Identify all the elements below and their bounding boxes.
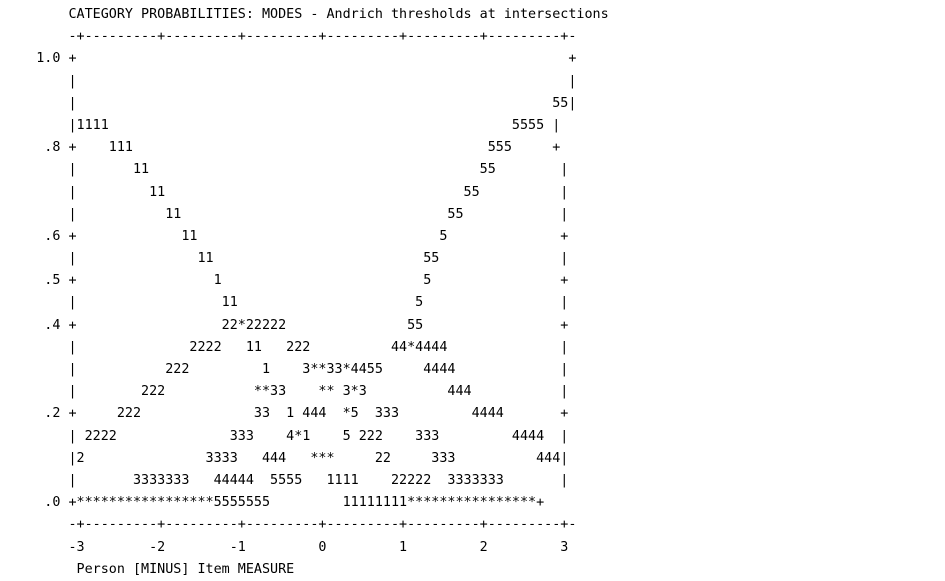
- plot-row: | 222 **33 ** 3*3 444 |: [4, 384, 569, 400]
- chart-title: CATEGORY PROBABILITIES: MODES - Andrich …: [4, 7, 609, 22]
- plot-row: .2 + 222 33 1 444 *5 333 4444 +: [4, 406, 569, 422]
- plot-row: 1.0 + +: [4, 51, 577, 67]
- plot-row: | 2222 333 4*1 5 222 333 4444 |: [4, 428, 569, 444]
- x-tick-labels: -3 -2 -1 0 1 2 3: [4, 539, 569, 555]
- plot-row: .8 + 111 555 +: [4, 140, 561, 156]
- plot-row: | 11 55 |: [4, 251, 569, 267]
- x-axis-rule: -+---------+---------+---------+--------…: [4, 29, 577, 45]
- plot-row: |2 3333 444 *** 22 333 444|: [4, 450, 569, 466]
- plot-row: .0 +*****************5555555 11111111***…: [4, 495, 545, 511]
- plot-row: .6 + 11 5 +: [4, 228, 569, 244]
- plot-row: .4 + 22*22222 55 +: [4, 317, 569, 333]
- plot-row: | 11 5 |: [4, 295, 569, 311]
- plot-row: | |: [4, 73, 577, 89]
- x-axis-rule: -+---------+---------+---------+--------…: [4, 517, 577, 533]
- plot-row: | 55|: [4, 95, 577, 111]
- ascii-plot-text: CATEGORY PROBABILITIES: MODES - Andrich …: [4, 4, 609, 581]
- plot-row: |1111 5555 |: [4, 117, 561, 133]
- category-probability-chart: CATEGORY PROBABILITIES: MODES - Andrich …: [36, 7, 608, 577]
- plot-row: | 222 1 3**33*4455 4444 |: [4, 362, 569, 377]
- plot-row: | 2222 11 222 44*4444 |: [4, 339, 569, 355]
- plot-row: .5 + 1 5 +: [4, 273, 569, 289]
- plot-row: | 11 55 |: [4, 206, 569, 222]
- plot-row: | 3333333 44444 5555 1111 22222 3333333 …: [4, 472, 569, 488]
- plot-row: | 11 55 |: [4, 184, 569, 200]
- x-axis-label: Person [MINUS] Item MEASURE: [4, 561, 295, 577]
- plot-row: | 11 55 |: [4, 162, 569, 178]
